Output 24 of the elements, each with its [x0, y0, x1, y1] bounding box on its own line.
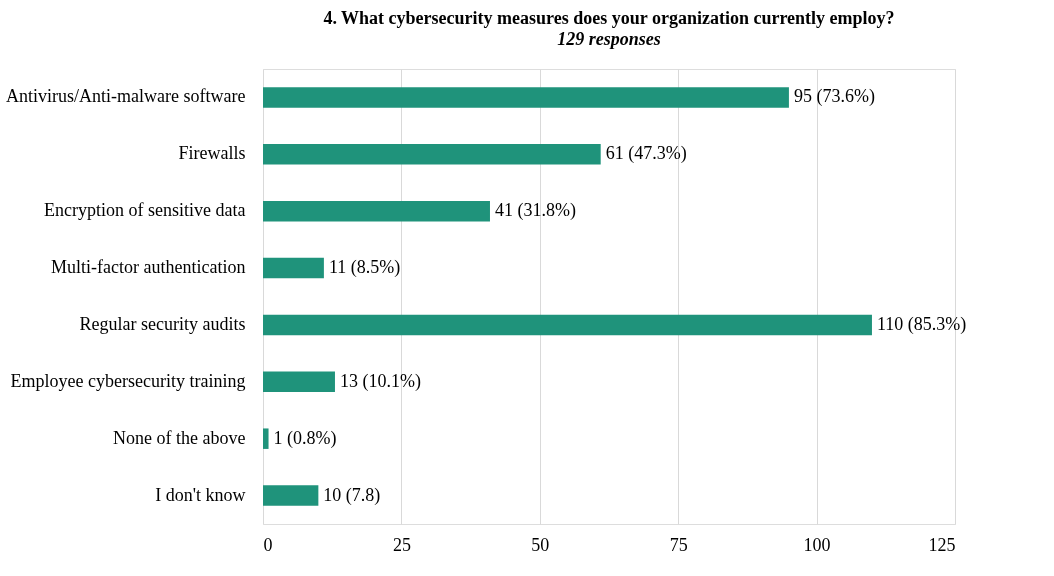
chart-subtitle: 129 responses	[557, 29, 661, 49]
y-tick-label: Antivirus/Anti-malware software	[6, 86, 246, 107]
y-tick-label: Employee cybersecurity training	[10, 370, 246, 391]
y-tick-label: Regular security audits	[79, 313, 246, 334]
x-tick-label: 25	[392, 534, 411, 555]
data-label: 11 (8.5%)	[328, 257, 401, 279]
x-tick-label: 100	[803, 534, 831, 555]
data-label: 10 (7.8)	[323, 484, 381, 506]
y-tick-label: Firewalls	[178, 143, 246, 164]
y-tick-label: Encryption of sensitive data	[44, 200, 246, 221]
x-tick-label: 0	[263, 534, 273, 555]
x-tick-label: 75	[669, 534, 688, 555]
data-label: 41 (31.8%)	[494, 200, 576, 222]
data-label: 110 (85.3%)	[876, 313, 967, 335]
data-label: 61 (47.3%)	[605, 143, 687, 165]
y-tick-label: None of the above	[113, 427, 246, 448]
y-tick-label: Multi-factor authentication	[51, 257, 246, 278]
data-label: 95 (73.6%)	[793, 86, 875, 108]
x-tick-label: 125	[928, 534, 956, 555]
data-label: 1 (0.8%)	[273, 427, 337, 449]
y-tick-label: I don't know	[155, 484, 246, 505]
chart-title: 4. What cybersecurity measures does your organization currently employ?	[323, 8, 895, 28]
x-tick-label: 50	[531, 534, 550, 555]
data-label: 13 (10.1%)	[339, 370, 421, 392]
